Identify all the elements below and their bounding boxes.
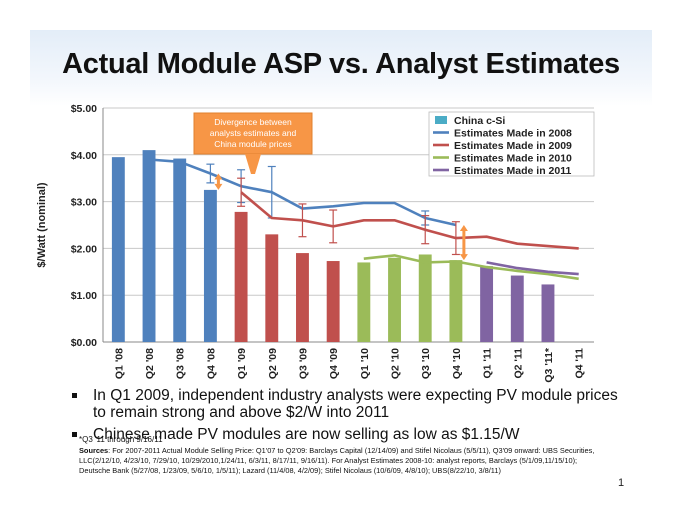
- divergence-callout-pointer: [245, 154, 261, 174]
- divergence-callout: [193, 112, 313, 155]
- y-axis-label: $/Watt (nominal): [36, 182, 48, 267]
- x-tick-label: Q3 '10: [420, 348, 432, 379]
- x-tick-label: Q1 '11: [482, 348, 494, 379]
- x-tick-label: Q3 '08: [175, 348, 187, 379]
- bullet-text: In Q1 2009, independent industry analyst…: [93, 387, 618, 421]
- legend-label: Estimates Made in 2010: [454, 153, 572, 165]
- x-tick-label: Q4 '10: [451, 348, 463, 379]
- callout-text: China module prices: [214, 139, 291, 149]
- bar-q308: [173, 158, 187, 342]
- bar-q309: [296, 253, 309, 342]
- x-tick-label: Q1 '09: [236, 348, 248, 379]
- x-tick-label: Q1 '08: [113, 348, 125, 379]
- divergence-arrowhead-down: [214, 183, 223, 190]
- estimate-line-2009: [240, 191, 579, 250]
- legend-label: Estimates Made in 2009: [454, 140, 572, 152]
- bar-q211: [510, 275, 524, 342]
- y-tick-label: $1.00: [71, 290, 97, 302]
- legend-label: Estimates Made in 2011: [454, 165, 571, 177]
- legend-swatch: [435, 116, 447, 124]
- bar-q409: [326, 261, 340, 342]
- legend: [428, 111, 595, 177]
- footnote: *Q3 '11 through 9/16/11: [79, 435, 163, 444]
- bar-q110: [357, 262, 371, 342]
- x-tick-label: Q2 '09: [267, 348, 279, 379]
- bullet-item: Chinese made PV modules are now selling …: [70, 426, 630, 443]
- bar-q410: [449, 260, 463, 342]
- estimate-line-2011: [486, 261, 579, 276]
- x-tick-label: Q1 '10: [359, 348, 371, 379]
- sources-text: : For 2007-2011 Actual Module Selling Pr…: [79, 446, 595, 476]
- divergence-arrowhead-down: [459, 254, 468, 261]
- bar-q310: [418, 254, 432, 342]
- bar-q311: [541, 284, 555, 342]
- x-tick-label: Q4 '11: [574, 348, 586, 379]
- bullet-square-icon: [72, 432, 77, 437]
- x-tick-label: Q3 '09: [297, 348, 309, 379]
- sources: Sources: For 2007-2011 Actual Module Sel…: [79, 446, 604, 477]
- bar-q109: [234, 211, 248, 342]
- bar-q210: [388, 257, 401, 342]
- legend-label: Estimates Made in 2008: [454, 128, 572, 140]
- divergence-arrowhead-up: [214, 173, 223, 180]
- page-number: 1: [618, 477, 625, 489]
- callout-text: analysts estimates and: [210, 128, 297, 138]
- x-tick-label: Q3 '11*: [543, 347, 555, 383]
- bar-q108: [111, 157, 125, 342]
- bar-q111: [480, 266, 494, 342]
- bullet-square-icon: [72, 393, 77, 398]
- y-tick-label: $3.00: [71, 197, 97, 209]
- y-tick-label: $4.00: [71, 150, 97, 162]
- bar-q408: [203, 189, 217, 342]
- y-tick-label: $2.00: [71, 243, 97, 255]
- bar-q208: [142, 150, 156, 342]
- bullet-list: In Q1 2009, independent industry analyst…: [70, 387, 630, 448]
- sources-label: Sources: [79, 446, 109, 455]
- y-tick-label: $0.00: [71, 337, 97, 349]
- x-tick-label: Q2 '08: [144, 348, 156, 379]
- divergence-arrowhead-up: [459, 225, 468, 231]
- y-tick-label: $5.00: [71, 103, 97, 115]
- bar-q209: [265, 234, 279, 342]
- slide-title: Actual Module ASP vs. Analyst Estimates: [62, 48, 620, 80]
- bullet-item: In Q1 2009, independent industry analyst…: [70, 387, 630, 421]
- bullet-text: Chinese made PV modules are now selling …: [93, 426, 520, 443]
- callout-text: Divergence between: [214, 117, 292, 127]
- legend-label: China c-Si: [454, 115, 505, 127]
- x-tick-label: Q2 '11: [512, 348, 524, 379]
- x-tick-label: Q4 '09: [328, 348, 340, 379]
- title-band: [30, 30, 652, 106]
- x-tick-label: Q2 '10: [390, 348, 402, 379]
- estimate-line-2010: [363, 254, 579, 281]
- x-tick-label: Q4 '08: [205, 348, 217, 379]
